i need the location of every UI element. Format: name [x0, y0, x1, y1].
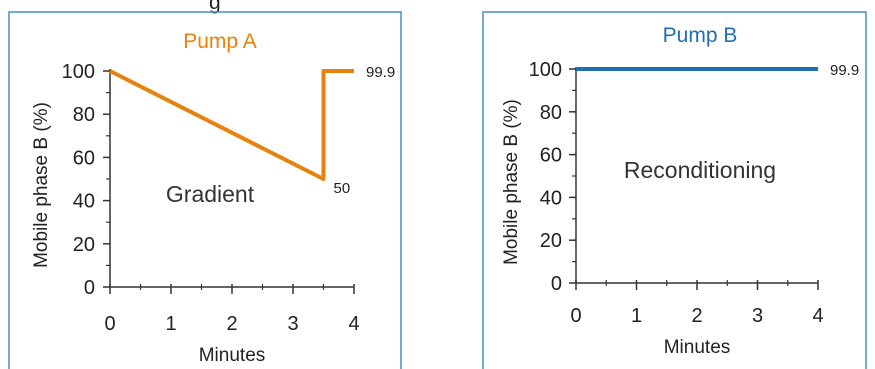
data-label: 99.9	[830, 62, 859, 79]
y-tick-label: 0	[551, 273, 562, 295]
y-tick-label: 60	[540, 145, 562, 167]
y-tick-label: 60	[73, 147, 95, 169]
x-tick-label: 3	[752, 305, 763, 327]
y-axis-label: Mobile phase B (%)	[501, 99, 522, 265]
y-tick-label: 0	[84, 277, 95, 299]
data-label: 50	[334, 180, 351, 197]
y-tick-label: 20	[540, 230, 562, 252]
chart-annotation: Reconditioning	[624, 157, 776, 183]
chart-title: Pump B	[663, 24, 738, 47]
panel-frame	[482, 11, 867, 369]
y-tick-label: 100	[62, 61, 95, 83]
y-axis-label: Mobile phase B (%)	[31, 102, 52, 268]
x-axis-label: Minutes	[664, 337, 731, 358]
cut-off-header-fragment: g	[209, 0, 221, 14]
x-tick-label: 4	[812, 305, 823, 327]
y-tick-label: 20	[73, 234, 95, 256]
y-tick-label: 80	[73, 104, 95, 126]
y-tick-label: 40	[73, 191, 95, 213]
x-axis-label: Minutes	[199, 345, 266, 366]
chart-annotation: Gradient	[166, 181, 255, 207]
x-tick-label: 1	[631, 305, 642, 327]
pump-b-panel: Pump B 0 20 40 60 80 100 0 1 2 3 4 Mobile phase B (%…	[482, 11, 867, 369]
y-tick-label: 80	[540, 102, 562, 124]
pump-a-panel: Pump A 0 20 40 60 80 100 0 1 2 3 4 Mobile phase B (%…	[8, 11, 402, 369]
chart-title: Pump A	[183, 30, 257, 53]
x-tick-label: 4	[348, 313, 359, 335]
x-tick-label: 2	[691, 305, 702, 327]
x-tick-label: 0	[570, 305, 581, 327]
x-tick-label: 2	[226, 313, 237, 335]
series-line	[109, 69, 354, 181]
x-tick-label: 0	[104, 313, 115, 335]
x-tick-label: 3	[287, 313, 298, 335]
y-tick-label: 40	[540, 187, 562, 209]
y-tick-label: 100	[529, 59, 562, 81]
x-tick-label: 1	[165, 313, 176, 335]
data-label: 99.9	[366, 64, 395, 81]
panel-frame	[8, 11, 402, 369]
